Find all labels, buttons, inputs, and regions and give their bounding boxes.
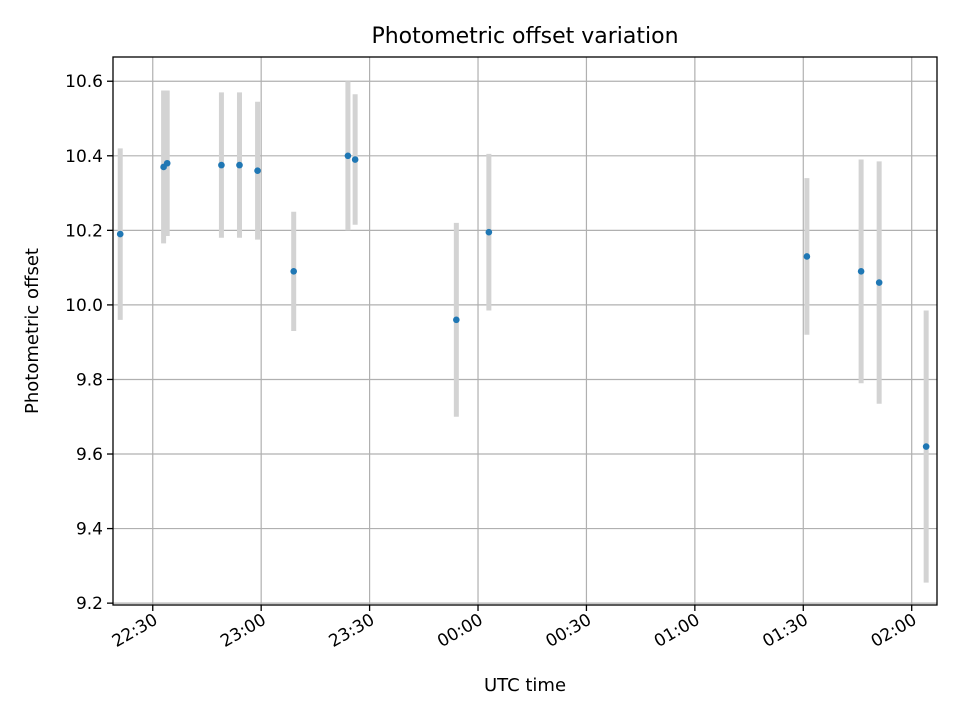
y-tick-label: 10.0 bbox=[65, 296, 103, 316]
y-tick-label: 10.2 bbox=[65, 221, 103, 241]
data-point bbox=[875, 279, 883, 286]
data-point bbox=[857, 268, 865, 275]
data-point bbox=[344, 152, 352, 160]
x-axis-label: UTC time bbox=[484, 675, 566, 696]
data-point bbox=[218, 161, 225, 169]
plot-frame bbox=[112, 56, 938, 606]
chart-title: Photometric offset variation bbox=[371, 24, 678, 49]
data-point bbox=[290, 268, 298, 275]
data-point bbox=[116, 230, 124, 238]
y-tick-label: 9.4 bbox=[76, 520, 103, 540]
data-point bbox=[351, 156, 359, 163]
data-point bbox=[453, 316, 460, 324]
y-tick-label: 10.4 bbox=[65, 147, 103, 167]
data-point bbox=[922, 443, 930, 450]
data-points bbox=[116, 152, 930, 450]
data-point bbox=[163, 159, 171, 167]
grid-lines bbox=[113, 57, 937, 605]
y-tick-label: 10.6 bbox=[65, 72, 103, 92]
data-point bbox=[236, 161, 243, 169]
y-tick-label: 9.2 bbox=[76, 594, 103, 614]
data-point bbox=[254, 167, 261, 175]
data-point bbox=[803, 253, 811, 260]
y-tick-label: 9.6 bbox=[76, 445, 103, 465]
data-point bbox=[485, 228, 493, 236]
y-tick-label: 9.8 bbox=[76, 370, 103, 390]
y-axis-label: Photometric offset bbox=[22, 248, 43, 414]
